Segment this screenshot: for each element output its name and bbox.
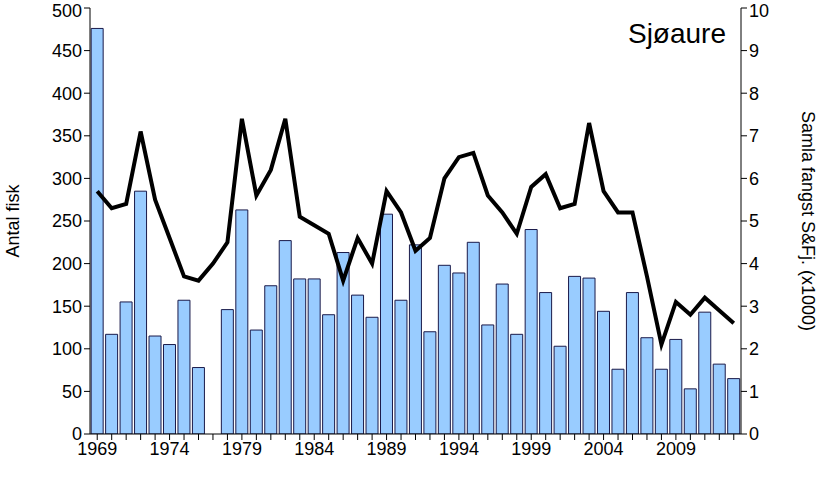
svg-text:8: 8 bbox=[749, 84, 759, 104]
svg-text:1974: 1974 bbox=[150, 439, 190, 459]
svg-text:3: 3 bbox=[749, 297, 759, 317]
svg-text:1994: 1994 bbox=[439, 439, 479, 459]
html-text:Sjøaure: Sjøaure bbox=[628, 18, 726, 49]
svg-text:150: 150 bbox=[52, 297, 82, 317]
svg-text:400: 400 bbox=[52, 84, 82, 104]
svg-text:450: 450 bbox=[52, 41, 82, 61]
svg-text:1989: 1989 bbox=[367, 439, 407, 459]
svg-text:5: 5 bbox=[749, 211, 759, 231]
svg-text:10: 10 bbox=[749, 1, 769, 21]
svg-text:250: 250 bbox=[52, 211, 82, 231]
svg-text:0: 0 bbox=[749, 424, 759, 444]
svg-text:2: 2 bbox=[749, 339, 759, 359]
svg-text:2004: 2004 bbox=[584, 439, 624, 459]
svg-text:300: 300 bbox=[52, 169, 82, 189]
svg-text:2009: 2009 bbox=[656, 439, 696, 459]
svg-text:Antal fisk: Antal fisk bbox=[8, 183, 23, 257]
svg-text:1979: 1979 bbox=[222, 439, 262, 459]
svg-text:Samla fangst S&Fj. (x1000): Samla fangst S&Fj. (x1000) bbox=[798, 111, 813, 331]
svg-text:350: 350 bbox=[52, 126, 82, 146]
svg-text:4: 4 bbox=[749, 254, 759, 274]
svg-text:1: 1 bbox=[749, 382, 759, 402]
svg-text:100: 100 bbox=[52, 339, 82, 359]
svg-text:1984: 1984 bbox=[294, 439, 334, 459]
svg-text:1969: 1969 bbox=[77, 439, 117, 459]
svg-text:500: 500 bbox=[52, 1, 82, 21]
svg-text:1999: 1999 bbox=[511, 439, 551, 459]
svg-text:0: 0 bbox=[72, 424, 82, 444]
svg-text:9: 9 bbox=[749, 41, 759, 61]
svg-text:200: 200 bbox=[52, 254, 82, 274]
svg-text:50: 50 bbox=[62, 382, 82, 402]
svg-text:7: 7 bbox=[749, 126, 759, 146]
svg-text:6: 6 bbox=[749, 169, 759, 189]
